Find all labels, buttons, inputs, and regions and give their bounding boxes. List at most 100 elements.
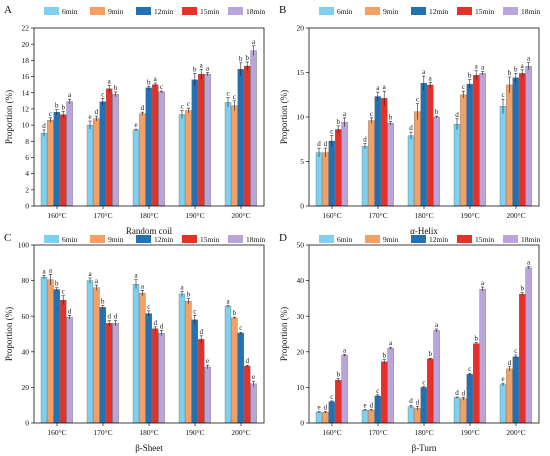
bar-6min-170°C <box>361 410 369 424</box>
legend-label-12min: 12min <box>154 235 173 244</box>
sig-letter-15min-200°C: a <box>521 62 525 70</box>
sig-letter-9min-170°C: c <box>370 110 373 118</box>
bar-9min-190°C <box>460 94 467 207</box>
legend-label-18min: 18min <box>246 7 265 16</box>
x-tick-label: 200°C <box>231 211 250 220</box>
bar-18min-200°C <box>250 50 257 207</box>
y-tick-label: 20 <box>297 24 305 33</box>
legend-label-15min: 15min <box>475 235 494 244</box>
sig-letter-12min-170°C: c <box>101 90 104 98</box>
bar-18min-160°C <box>341 355 348 424</box>
x-tick-label: 180°C <box>414 211 433 220</box>
sig-letter-9min-160°C: a <box>49 266 53 274</box>
bar-12min-180°C <box>145 87 152 207</box>
sig-letter-18min-190°C: a <box>206 65 210 73</box>
legend-swatch-9min <box>365 7 380 15</box>
y-axis-title: Proportion (%) <box>279 307 289 361</box>
x-tick-label: 160°C <box>47 428 66 437</box>
bar-12min-200°C <box>512 356 519 424</box>
legend-label-18min: 18min <box>521 7 540 16</box>
bar-18min-160°C <box>66 316 73 424</box>
x-tick-label: 180°C <box>139 428 158 437</box>
y-tick-label: 40 <box>22 347 30 356</box>
sig-letter-6min-190°C: c <box>180 103 183 111</box>
bar-18min-180°C <box>158 332 165 424</box>
sig-letter-18min-170°C: d <box>114 313 118 321</box>
y-tick-label: 20 <box>297 347 305 356</box>
sig-letter-15min-180°C: d <box>153 319 157 327</box>
legend-swatch-6min <box>44 7 59 15</box>
bar-6min-190°C <box>178 293 186 424</box>
y-tick-label: 0 <box>300 202 304 211</box>
legend-swatch-6min <box>44 235 59 243</box>
x-tick-label: 170°C <box>93 428 112 437</box>
sig-letter-6min-200°C: a <box>226 298 230 306</box>
y-tick-label: 80 <box>22 276 30 285</box>
sig-letter-6min-170°C: e <box>88 113 91 121</box>
x-tick-label: 170°C <box>368 211 387 220</box>
bar-6min-160°C <box>40 133 48 207</box>
x-tick-label: 180°C <box>414 428 433 437</box>
sig-letter-12min-170°C: c <box>376 387 379 395</box>
y-tick-label: 20 <box>22 383 30 392</box>
y-tick-label: 10 <box>297 383 305 392</box>
x-tick-label: 200°C <box>506 428 525 437</box>
legend-swatch-12min <box>136 7 151 15</box>
sig-letter-9min-170°C: d <box>370 401 374 409</box>
sig-letter-6min-170°C: e <box>363 401 366 409</box>
bar-12min-180°C <box>420 83 427 207</box>
sig-letter-6min-180°C: a <box>134 272 138 280</box>
sig-letter-12min-160°C: c <box>330 128 333 136</box>
sig-letter-6min-180°C: d <box>409 124 413 132</box>
sig-letter-9min-160°C: d <box>324 404 328 412</box>
bar-18min-200°C <box>250 383 257 424</box>
bar-18min-170°C <box>387 123 394 207</box>
bar-6min-180°C <box>407 135 415 207</box>
bar-15min-200°C <box>519 73 526 207</box>
sig-letter-12min-160°C: b <box>55 280 59 288</box>
bar-9min-180°C <box>414 111 421 207</box>
sig-letter-15min-170°C: a <box>108 77 112 85</box>
sig-letter-12min-170°C: a <box>376 84 380 92</box>
bar-18min-200°C <box>525 66 532 207</box>
sig-letter-6min-170°C: a <box>88 270 92 278</box>
sig-letter-18min-190°C: a <box>481 64 485 72</box>
legend-swatch-18min <box>228 235 243 243</box>
bar-6min-200°C <box>499 106 507 207</box>
bar-15min-160°C <box>60 300 67 424</box>
sig-letter-15min-190°C: a <box>475 63 479 71</box>
panel-label: A <box>4 4 12 16</box>
bar-6min-180°C <box>132 284 140 424</box>
bar-12min-180°C <box>420 387 427 424</box>
sig-letter-15min-160°C: c <box>62 288 65 296</box>
bar-12min-190°C <box>191 319 198 424</box>
sig-letter-6min-190°C: d <box>455 111 459 119</box>
sig-letter-12min-200°C: c <box>514 347 517 355</box>
x-axis-title: Random coil <box>126 226 173 236</box>
legend-label-15min: 15min <box>475 7 494 16</box>
sig-letter-12min-180°C: c <box>422 379 425 387</box>
sig-letter-9min-200°C: b <box>508 69 512 77</box>
bar-12min-190°C <box>191 79 198 207</box>
y-tick-label: 18 <box>22 56 30 65</box>
sig-letter-6min-200°C: e <box>501 375 504 383</box>
sig-letter-18min-180°C: d <box>160 322 164 330</box>
sig-letter-12min-180°C: a <box>422 68 426 76</box>
bar-18min-160°C <box>341 122 348 207</box>
sig-letter-9min-170°C: d <box>95 108 99 116</box>
sig-letter-18min-200°C: a <box>527 55 531 63</box>
sig-letter-18min-190°C: e <box>206 357 209 365</box>
y-tick-label: 0 <box>25 419 29 428</box>
bar-9min-170°C <box>93 118 100 207</box>
bar-12min-200°C <box>237 332 244 424</box>
x-axis-title: β-Sheet <box>135 443 163 453</box>
sig-letter-9min-180°C: a <box>141 282 145 290</box>
bar-15min-160°C <box>335 380 342 424</box>
legend-label-12min: 12min <box>154 7 173 16</box>
bar-6min-190°C <box>178 114 186 207</box>
bar-15min-180°C <box>152 328 159 424</box>
bar-12min-160°C <box>328 140 335 207</box>
bar-9min-200°C <box>231 317 238 424</box>
x-tick-label: 190°C <box>185 211 204 220</box>
